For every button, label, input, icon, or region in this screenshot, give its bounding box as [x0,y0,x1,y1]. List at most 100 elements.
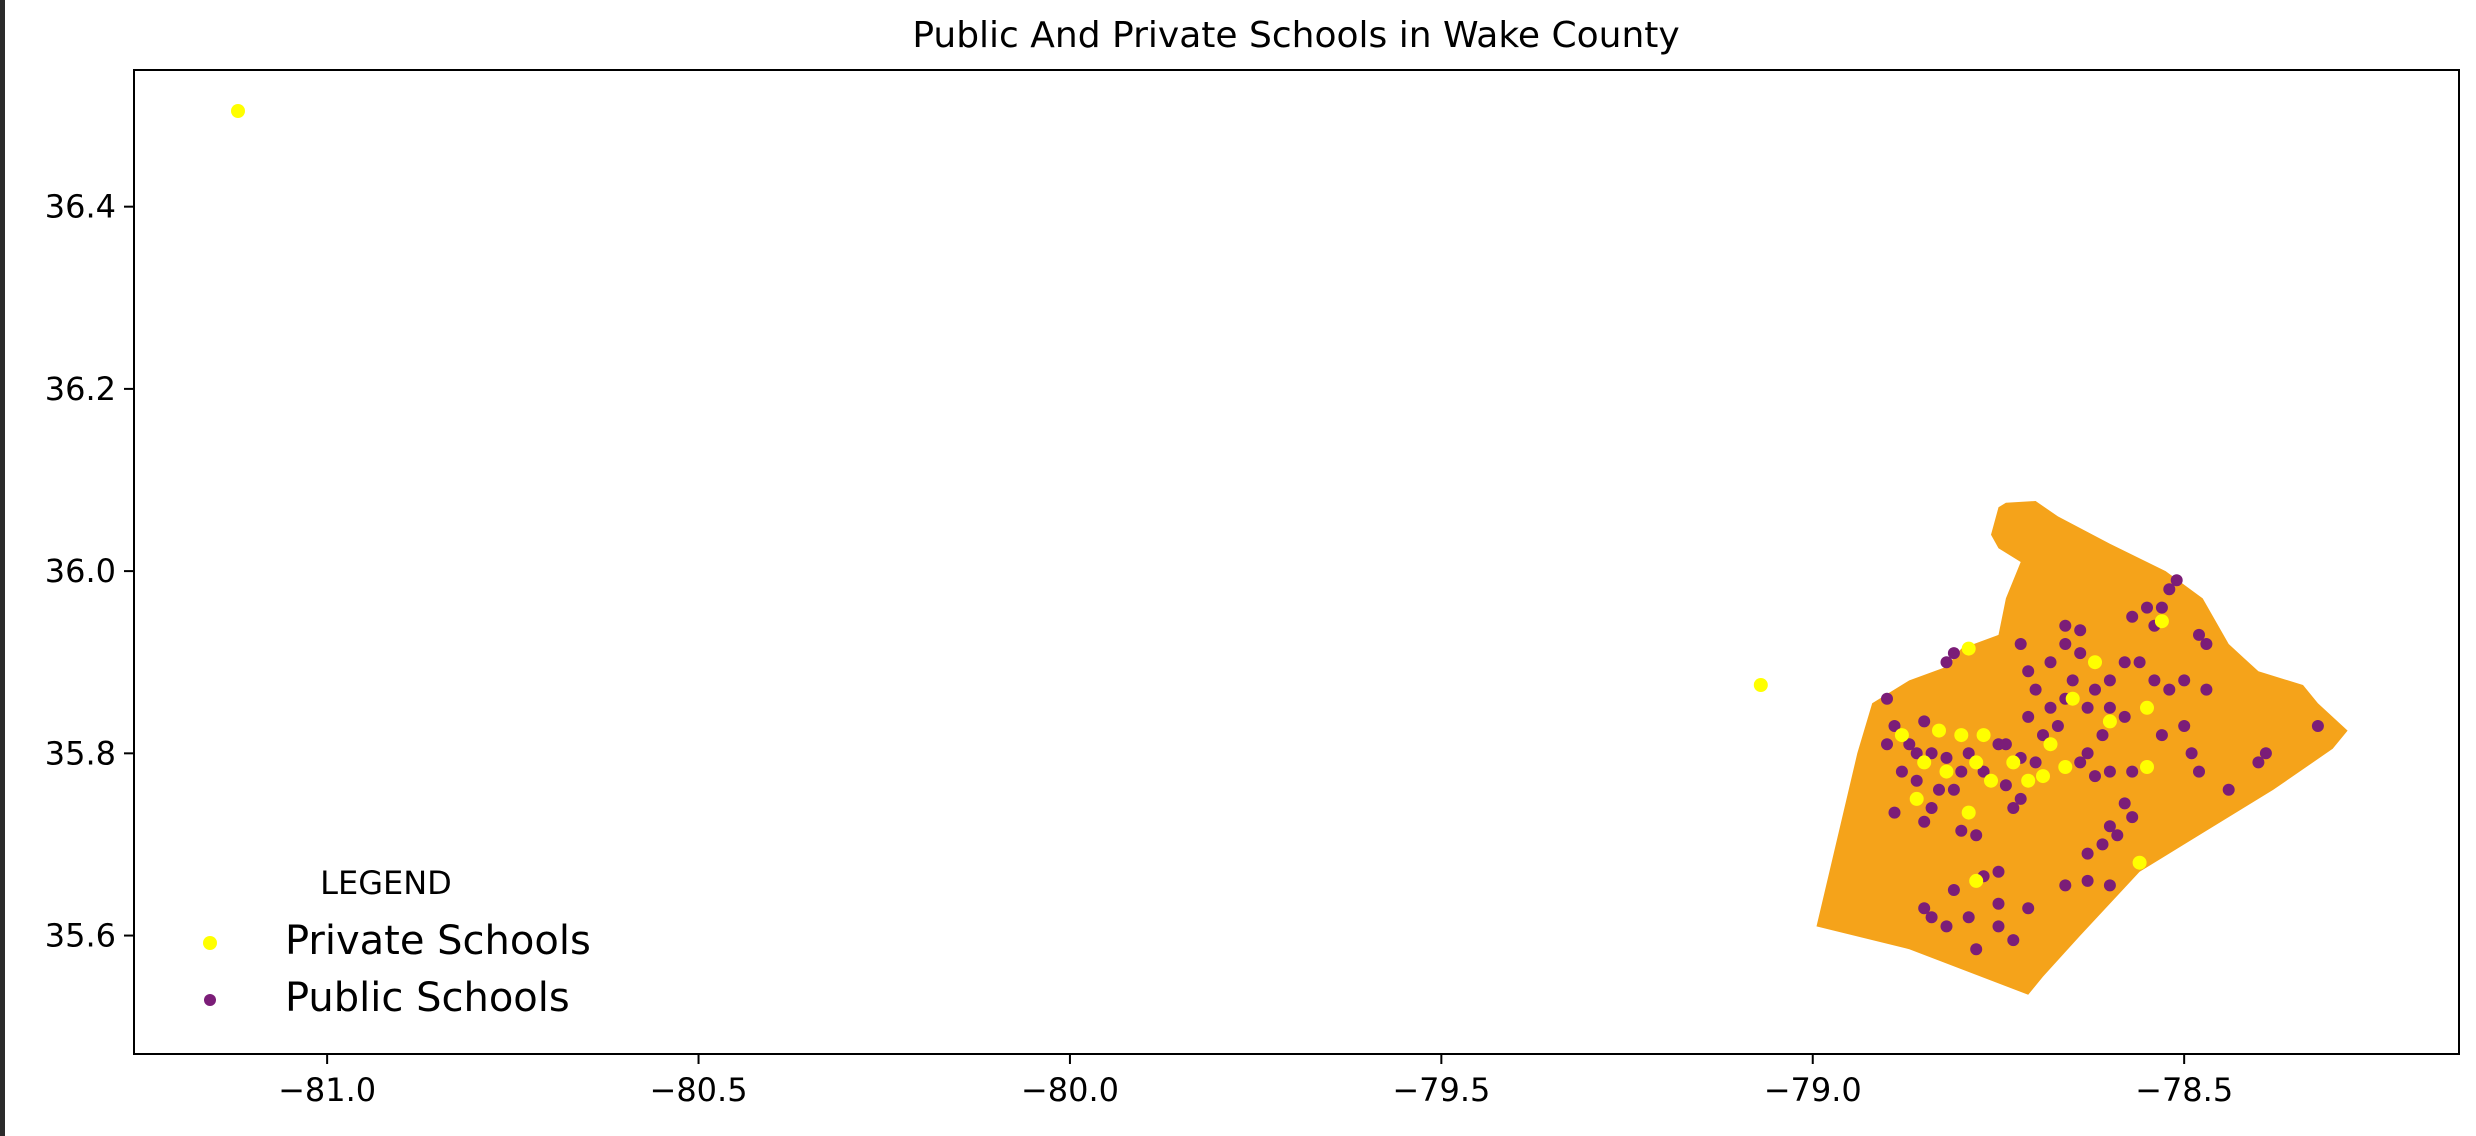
private-school-point [1961,805,1976,820]
public-school-point [2014,792,2027,805]
public-school-point [2096,838,2109,851]
x-tick-label: −80.5 [650,1071,748,1109]
public-school-point [2163,683,2176,696]
public-school-point [1999,738,2012,751]
public-school-point [2118,797,2131,810]
legend-label-public: Public Schools [285,975,570,1021]
private-school-point [1984,773,1998,788]
public-school-point [1910,774,1923,787]
public-school-point [1910,747,1923,760]
private-school-point [1976,728,1991,743]
public-school-point [2118,710,2131,723]
public-school-point [2118,656,2131,669]
x-tick-label: −81.0 [278,1071,376,1109]
public-school-point [2126,765,2139,778]
public-school-point [2200,638,2213,650]
private-school-point [1961,641,1976,656]
public-school-point [2044,656,2057,669]
y-axis: 35.6 35.8 36.0 36.2 36.4 [45,188,134,955]
public-school-point [2051,720,2064,732]
public-school-point [2103,820,2116,833]
public-school-point [1918,815,1931,828]
chart-title: Public And Private Schools in Wake Count… [912,15,1679,56]
public-school-point [2059,619,2072,632]
public-school-point [1992,865,2005,878]
public-school-point [2185,747,2198,760]
private-school-point [2021,773,2036,788]
public-school-point [1888,806,1901,819]
public-school-point [2007,934,2020,947]
private-school-point [2140,700,2154,715]
public-school-point [1933,783,1945,796]
axes-frame [133,69,2460,1055]
public-school-point [1955,824,1968,837]
public-school-point [2103,674,2116,687]
public-school-point [1925,747,1938,760]
public-school-point [1962,911,1975,924]
public-school-point [2089,683,2101,696]
public-school-point [2193,628,2205,641]
legend-label-private: Private Schools [285,918,591,964]
public-school-point [2148,674,2161,687]
county-boundary [1816,501,2348,995]
x-axis: −81.0 −80.5 −80.0 −79.5 −79.0 −78.5 [278,1054,2233,1109]
private-school-point [1753,678,1768,692]
private-school-point [1932,723,1946,738]
public-school-point [2007,802,2020,814]
private-school-point [2088,655,2102,670]
public-school-point [2178,720,2191,732]
private-school-point [1894,728,1909,743]
map-layer [1816,501,2348,995]
public-school-point [2163,583,2176,596]
public-school-point [2059,879,2072,892]
public-school-point [1881,692,1893,705]
private-school-point [1917,755,1932,770]
public-school-point [2074,647,2087,660]
public-school-point [2081,874,2094,887]
public-school-point [1925,802,1938,814]
private-school-point [2140,760,2154,774]
public-school-point [1895,765,1908,778]
y-tick-label: 36.2 [45,370,116,408]
public-school-point [1903,738,1916,751]
public-school-point [2044,701,2057,714]
private-school-point [1969,873,1984,888]
public-school-point [2029,756,2042,769]
private-school-point [2006,755,2021,770]
legend-title: LEGEND [320,864,452,902]
public-school-point [1947,884,1960,896]
public-school-point [2141,601,2153,614]
private-school-point [2102,714,2117,729]
y-tick-label: 35.8 [45,734,116,772]
private-school-point [2154,614,2169,629]
private-school-point [1939,764,1954,779]
private-school-point [2132,855,2147,870]
public-school-point [2252,756,2265,769]
public-school-point [2066,674,2079,687]
y-tick-label: 36.0 [45,552,116,590]
public-school-point [1947,783,1960,796]
public-school-point [2022,902,2035,915]
public-school-point [1992,897,2005,910]
public-school-point [2081,701,2094,714]
private-school-point [1969,755,1984,770]
public-school-point [2029,683,2042,696]
public-school-point [2022,665,2035,678]
public-school-point [2074,756,2087,769]
public-school-point [2170,574,2183,587]
public-school-point [1977,765,1990,778]
public-school-point [2311,720,2324,732]
x-tick-label: −80.0 [1021,1071,1119,1109]
public-school-point [2103,765,2116,778]
public-school-point [2200,683,2213,696]
public-school-point [2059,638,2072,650]
public-school-point [2193,765,2205,778]
public-school-point [2022,710,2035,723]
public-school-point [1992,920,2005,933]
public-school-point [2014,638,2027,650]
public-school-point [2155,729,2168,742]
public-school-point [1970,943,1983,956]
public-school-point [1940,656,1953,669]
public-school-point [2037,729,2049,742]
